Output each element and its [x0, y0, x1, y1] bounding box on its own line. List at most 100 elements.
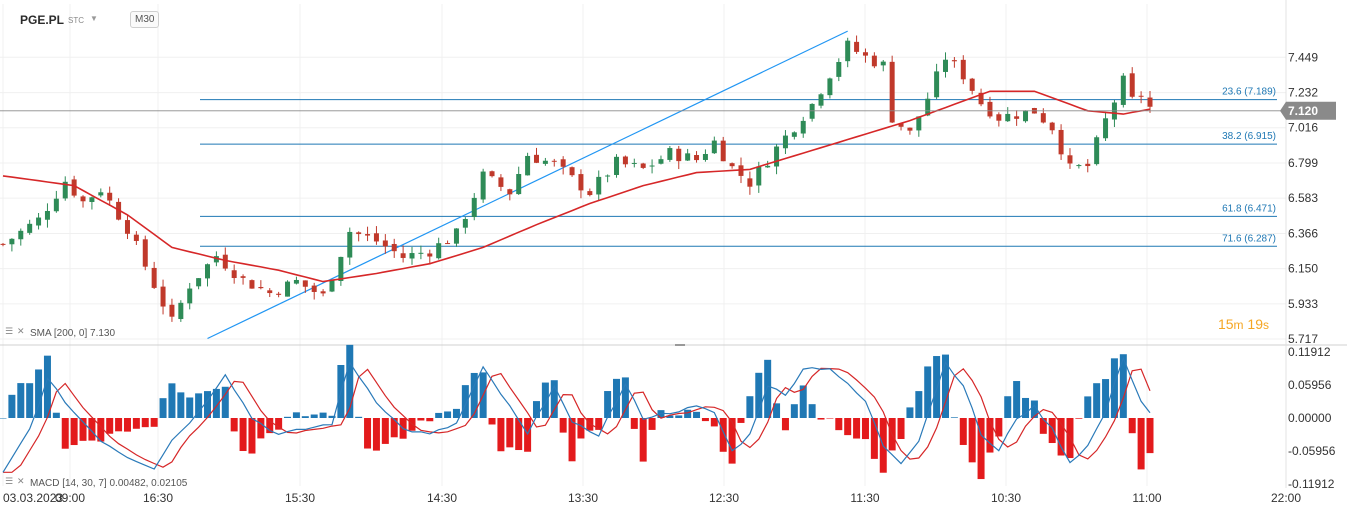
macd-histogram-bar [1004, 396, 1012, 418]
macd-histogram-bar [52, 412, 60, 418]
macd-histogram-bar [221, 386, 229, 418]
macd-histogram-bar [764, 359, 772, 418]
macd-histogram-bar [123, 418, 131, 432]
candle-body [356, 232, 362, 235]
symbol-label[interactable]: PGE.PL [20, 13, 65, 27]
timeframe-selector[interactable]: M30 [130, 11, 160, 28]
macd-histogram-bar [186, 397, 194, 418]
candle-body [1067, 155, 1073, 164]
macd-histogram-bar [195, 393, 203, 418]
macd-histogram-bar [595, 418, 603, 430]
chevron-down-icon[interactable]: ▼ [90, 14, 98, 23]
candle-body [907, 127, 913, 131]
macd-line[interactable] [2, 356, 1151, 473]
macd-histogram-bar [17, 383, 25, 418]
candle-body [791, 132, 797, 137]
menu-icon[interactable]: ☰ [5, 476, 14, 486]
last-price-tag [1280, 101, 1336, 120]
candle-body [960, 59, 966, 80]
candle-body [987, 101, 993, 117]
macd-histogram-bar [550, 380, 558, 418]
macd-histogram-bar [835, 418, 843, 431]
close-icon[interactable]: ✕ [17, 326, 25, 336]
macd-histogram-bar [666, 415, 674, 418]
candle-body [1040, 113, 1046, 123]
candle-body [98, 192, 104, 196]
candle-body [462, 219, 468, 228]
macd-histogram-bar [1013, 381, 1021, 418]
candle-body [89, 197, 95, 203]
macd-histogram-bar [0, 418, 7, 419]
price-axis-tick: 6.583 [1288, 191, 1318, 205]
candle-body [231, 270, 237, 279]
candle-body [427, 253, 433, 257]
macd-axis-tick: 0.00000 [1288, 411, 1332, 425]
macd-histogram-bar [746, 396, 754, 418]
macd-histogram-bar [781, 418, 789, 431]
macd-histogram-bar [950, 417, 958, 418]
candle-body [685, 153, 691, 161]
candle-body [516, 173, 522, 195]
candle-body [1129, 73, 1135, 97]
macd-histogram-bar [452, 408, 460, 418]
sma-indicator-label: SMA [200, 0] 7.130 [30, 328, 116, 339]
candle-body [605, 175, 611, 177]
macd-indicator-label: MACD [14, 30, 7] 0.00482, 0.02105 [30, 478, 188, 489]
candle-body [702, 154, 708, 160]
macd-histogram-bar [43, 355, 51, 418]
macd-histogram-bar [808, 404, 816, 418]
fib-level-label: 23.6 (7.189) [1222, 87, 1276, 98]
candle-body [1085, 163, 1091, 167]
macd-histogram-bar [310, 414, 318, 418]
candle-body [27, 223, 33, 233]
macd-histogram-bar [621, 377, 629, 418]
candle-body [1120, 75, 1126, 105]
macd-histogram-bar [790, 404, 798, 418]
candle-body [916, 116, 922, 131]
time-axis-tick: 11:00 [1132, 491, 1161, 505]
time-axis-tick: 11:30 [850, 491, 879, 505]
macd-histogram-bar [559, 418, 567, 433]
candle-body [587, 191, 593, 196]
candle-body [622, 156, 628, 165]
price-axis-tick: 6.366 [1288, 226, 1318, 240]
macd-histogram-bar [461, 385, 469, 418]
macd-histogram-bar [568, 418, 576, 462]
macd-histogram-bar [1137, 418, 1145, 470]
macd-histogram-bar [212, 388, 220, 418]
candle-body [658, 159, 664, 164]
macd-histogram-bar [995, 418, 1003, 437]
candle-body [747, 178, 753, 187]
macd-histogram-bar [977, 418, 985, 480]
macd-histogram-bar [132, 418, 140, 429]
candle-body [880, 61, 886, 66]
candle-body [969, 78, 975, 91]
candle-body [213, 256, 219, 263]
macd-histogram-bar [1146, 418, 1154, 454]
candle-body [1103, 118, 1109, 139]
macd-histogram-bar [1030, 400, 1038, 418]
time-axis-tick: 15:30 [285, 491, 315, 505]
macd-histogram-bar [497, 418, 505, 452]
macd-histogram-bar [861, 418, 869, 440]
macd-histogram-bar [239, 418, 247, 452]
macd-axis-tick: -0.11912 [1288, 477, 1335, 491]
candle-body [978, 92, 984, 105]
macd-signal-line[interactable] [3, 367, 1151, 473]
candle-body [107, 192, 113, 201]
macd-histogram-bar [61, 418, 69, 449]
macd-histogram-bar [515, 418, 523, 451]
candle-body [53, 198, 59, 212]
candle-body [44, 210, 50, 220]
candle-body [854, 41, 860, 52]
timer-seconds: 19 [1247, 316, 1263, 332]
macd-histogram-bar [897, 418, 905, 440]
close-icon[interactable]: ✕ [17, 476, 25, 486]
sma-line[interactable] [2, 90, 1151, 283]
candle-body [533, 154, 539, 163]
candle-body [453, 228, 459, 244]
macd-histogram-bar [88, 418, 96, 441]
price-axis-tick: 6.150 [1288, 262, 1318, 276]
menu-icon[interactable]: ☰ [5, 326, 14, 336]
